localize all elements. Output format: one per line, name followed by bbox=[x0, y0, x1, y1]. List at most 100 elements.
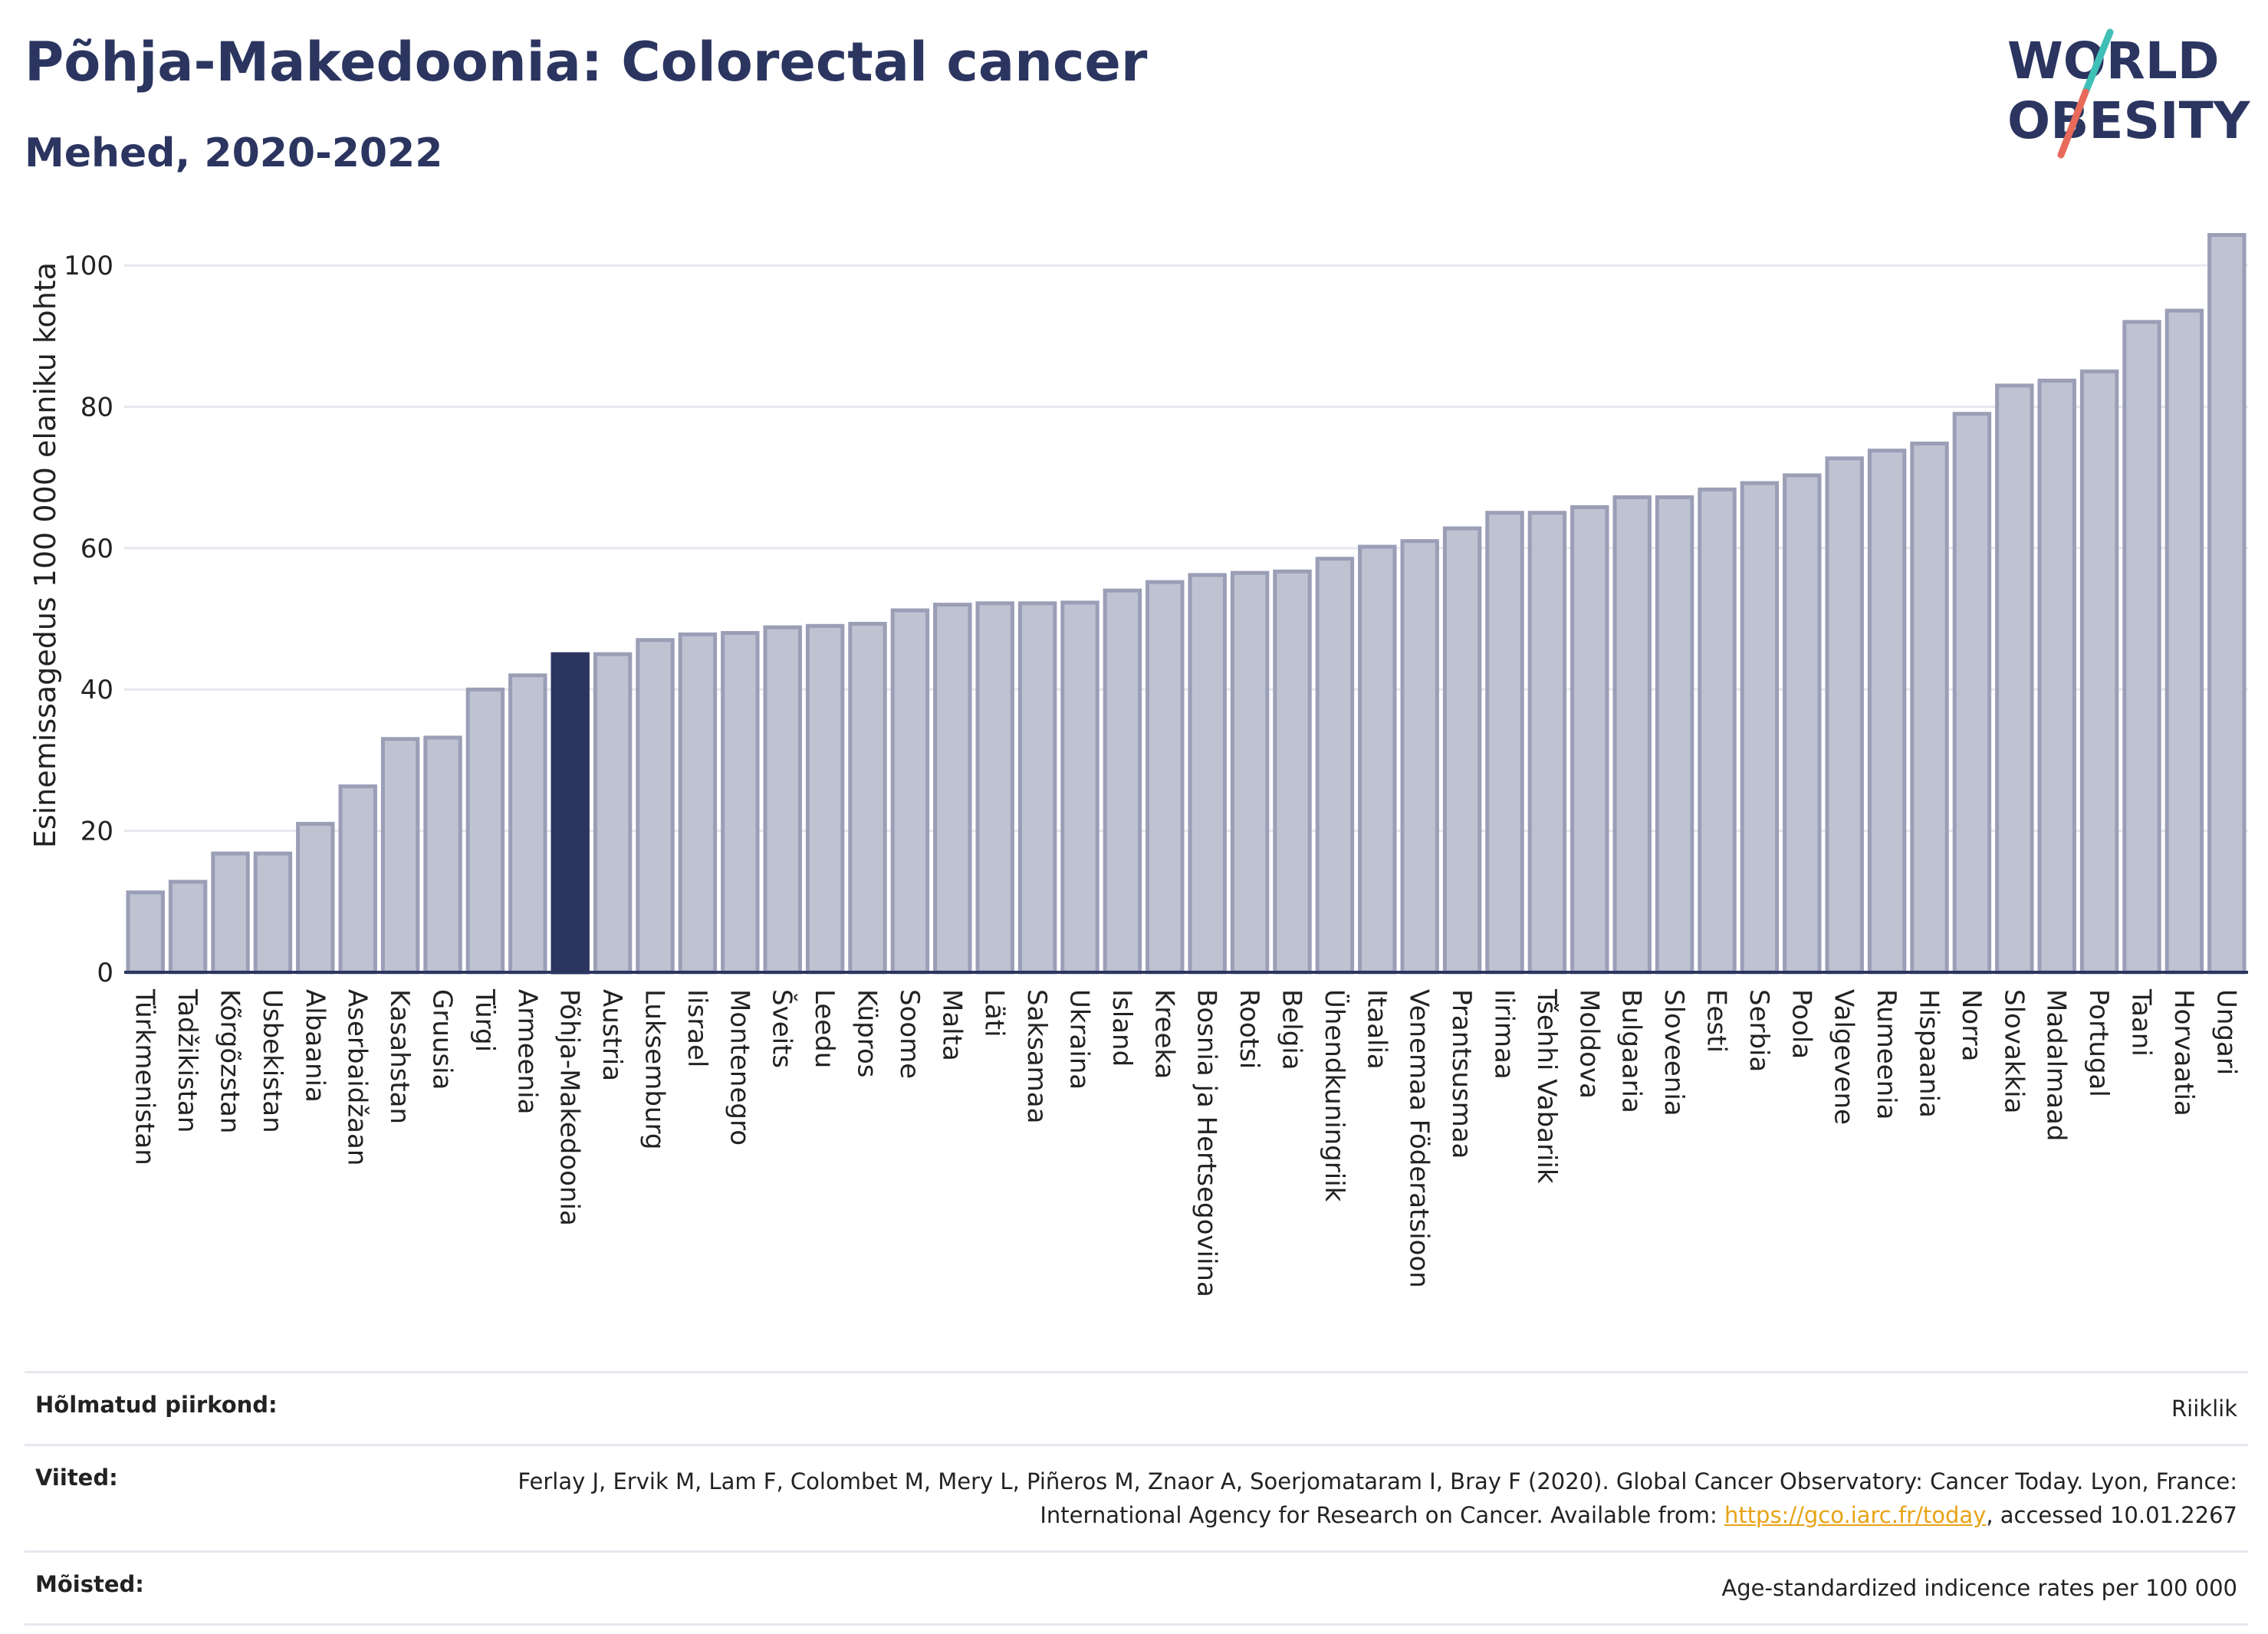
bar-albaania bbox=[296, 821, 335, 975]
bar-austria bbox=[593, 652, 633, 975]
x-tick-label: Montenegro bbox=[724, 989, 754, 1146]
x-tick-label: Armeenia bbox=[511, 989, 542, 1114]
reference-accessed: , accessed 10.01.2267 bbox=[1986, 1502, 2237, 1528]
x-tick-label: Itaalia bbox=[1361, 989, 1392, 1070]
x-tick-label: Madalmaad bbox=[2041, 989, 2072, 1141]
bar-t-rgi bbox=[465, 687, 505, 975]
x-tick-label: Türkmenistan bbox=[130, 988, 160, 1165]
bar-moldova bbox=[1570, 505, 1609, 975]
x-tick-label: Moldova bbox=[1573, 989, 1604, 1099]
footer-table: Hõlmatud piirkond: Riiklik Viited: Ferla… bbox=[25, 1371, 2248, 1626]
bar-serbia bbox=[1740, 481, 1780, 975]
bars bbox=[126, 232, 2247, 975]
bar-usbekistan bbox=[253, 851, 293, 975]
x-tick-label: Bosnia ja Hertsegoviina bbox=[1192, 989, 1222, 1297]
x-tick-label: Island bbox=[1106, 989, 1137, 1067]
x-tick-label: Horvaatia bbox=[2168, 989, 2199, 1116]
bar-ungari bbox=[2207, 232, 2247, 975]
page-title: Põhja-Makedoonia: Colorectal cancer bbox=[25, 31, 1148, 94]
bar-gruusia bbox=[423, 735, 462, 975]
world-obesity-logo: WORLD OBESITY bbox=[2007, 28, 2251, 159]
bar--veits bbox=[763, 625, 802, 975]
bar-aserbaid-aan bbox=[338, 784, 377, 975]
bar-kasahstan bbox=[380, 737, 420, 975]
x-tick-label: Küpros bbox=[852, 989, 883, 1077]
x-tick-label: Soome bbox=[894, 989, 925, 1079]
x-tick-label: Tadžikistan bbox=[172, 988, 202, 1133]
x-tick-label: Prantsusmaa bbox=[1446, 989, 1477, 1159]
y-tick-label: 20 bbox=[81, 817, 113, 847]
x-tick-label: Kasahstan bbox=[384, 989, 415, 1124]
x-tick-label: Ühendkuningriik bbox=[1319, 989, 1350, 1202]
x-tick-label: Saksamaa bbox=[1021, 989, 1052, 1123]
bar-iirimaa bbox=[1485, 511, 1524, 975]
x-tick-label: Austria bbox=[597, 989, 627, 1081]
x-tick-label: Usbekistan bbox=[257, 989, 288, 1133]
bar-chart: 0 20 40 60 80 100 Türkmenistan Tadžikistan Kõrg… bbox=[28, 232, 2248, 1297]
bar-eesti bbox=[1698, 487, 1737, 975]
x-tick-label: Leedu bbox=[809, 989, 840, 1068]
bar-prantsusmaa bbox=[1442, 526, 1482, 975]
logo-slash-red-icon bbox=[2057, 88, 2089, 159]
x-tick-label: Malta bbox=[936, 989, 967, 1061]
x-tick-label: Kreeka bbox=[1149, 989, 1179, 1079]
y-tick-label: 0 bbox=[97, 958, 113, 988]
footer-label: Mõisted: bbox=[35, 1571, 144, 1597]
x-tick-label: Taani bbox=[2126, 988, 2157, 1057]
reference-text: Ferlay J, Ervik M, Lam F, Colombet M, Me… bbox=[518, 1468, 2237, 1528]
footer-value: Age-standardized indicence rates per 100… bbox=[1721, 1575, 2237, 1601]
bar-madalmaad bbox=[2037, 378, 2076, 975]
x-axis-labels: Türkmenistan Tadžikistan Kõrgõzstan Usbekis… bbox=[130, 988, 2242, 1297]
bar-bulgaaria bbox=[1612, 495, 1652, 975]
y-axis-ticks: 0 20 40 60 80 100 bbox=[64, 251, 113, 988]
bar-norra bbox=[1952, 412, 1992, 975]
bar-itaalia bbox=[1358, 544, 1397, 975]
x-tick-label: Norra bbox=[1956, 989, 1987, 1061]
y-tick-label: 40 bbox=[81, 675, 113, 705]
bar-horvaatia bbox=[2164, 308, 2204, 975]
footer-row-definitions: Mõisted: Age-standardized indicence rate… bbox=[25, 1550, 2248, 1626]
bar-k-pros bbox=[848, 622, 887, 975]
x-tick-label: Šveits bbox=[767, 989, 798, 1068]
bar-kreeka bbox=[1146, 580, 1185, 975]
footer-label: Hõlmatud piirkond: bbox=[35, 1392, 278, 1418]
footer-label: Viited: bbox=[35, 1465, 118, 1491]
bar-p-hja-makedoonia bbox=[551, 652, 590, 975]
y-axis-label: Esinemissagedus 100 000 elaniku kohta bbox=[28, 262, 62, 848]
x-tick-label: Rootsi bbox=[1234, 989, 1264, 1069]
bar-saksamaa bbox=[1017, 601, 1057, 975]
x-tick-label: Iisrael bbox=[682, 989, 712, 1067]
x-tick-label: Slovakkia bbox=[1998, 989, 2029, 1113]
bar-poola bbox=[1783, 473, 1822, 975]
bar-belgia bbox=[1273, 569, 1312, 975]
x-tick-label: Venemaa Föderatsioon bbox=[1404, 989, 1435, 1288]
x-tick-label: Kõrgõzstan bbox=[215, 989, 245, 1133]
logo-slash-teal-icon bbox=[2082, 28, 2114, 96]
page-subtitle: Mehed, 2020-2022 bbox=[25, 130, 443, 176]
x-tick-label: Gruusia bbox=[427, 989, 458, 1090]
bar-soome bbox=[890, 608, 930, 975]
bar-l-ti bbox=[975, 601, 1014, 975]
footer-row-references: Viited: Ferlay J, Ervik M, Lam F, Colomb… bbox=[25, 1444, 2248, 1550]
x-tick-label: Rumeenia bbox=[1871, 989, 1902, 1119]
x-tick-label: Portugal bbox=[2083, 989, 2114, 1097]
bar-rootsi bbox=[1230, 570, 1270, 975]
reference-link[interactable]: https://gco.iarc.fr/today bbox=[1724, 1502, 1987, 1528]
bar-bosnia-ja-hertsegoviina bbox=[1188, 573, 1227, 975]
x-tick-label: Serbia bbox=[1744, 989, 1774, 1072]
x-tick-label: Läti bbox=[979, 989, 1010, 1037]
bar-taani bbox=[2122, 320, 2161, 975]
bar-portugal bbox=[2079, 369, 2119, 975]
footer-value: Ferlay J, Ervik M, Lam F, Colombet M, Me… bbox=[489, 1465, 2237, 1532]
x-tick-label: Bulgaaria bbox=[1616, 989, 1647, 1113]
logo-line1: WORLD bbox=[2007, 31, 2220, 90]
x-tick-label: Aserbaidžaan bbox=[342, 989, 373, 1165]
x-tick-label: Poola bbox=[1786, 989, 1816, 1059]
bar-island bbox=[1103, 588, 1142, 975]
bar--hendkuningriik bbox=[1315, 557, 1355, 975]
bar-t-rkmenistan bbox=[126, 890, 165, 975]
bar-slovakkia bbox=[1995, 383, 2034, 975]
bar-armeenia bbox=[508, 673, 547, 975]
footer-row-coverage: Hõlmatud piirkond: Riiklik bbox=[25, 1371, 2248, 1444]
x-tick-label: Tšehhi Vabariik bbox=[1531, 988, 1562, 1184]
